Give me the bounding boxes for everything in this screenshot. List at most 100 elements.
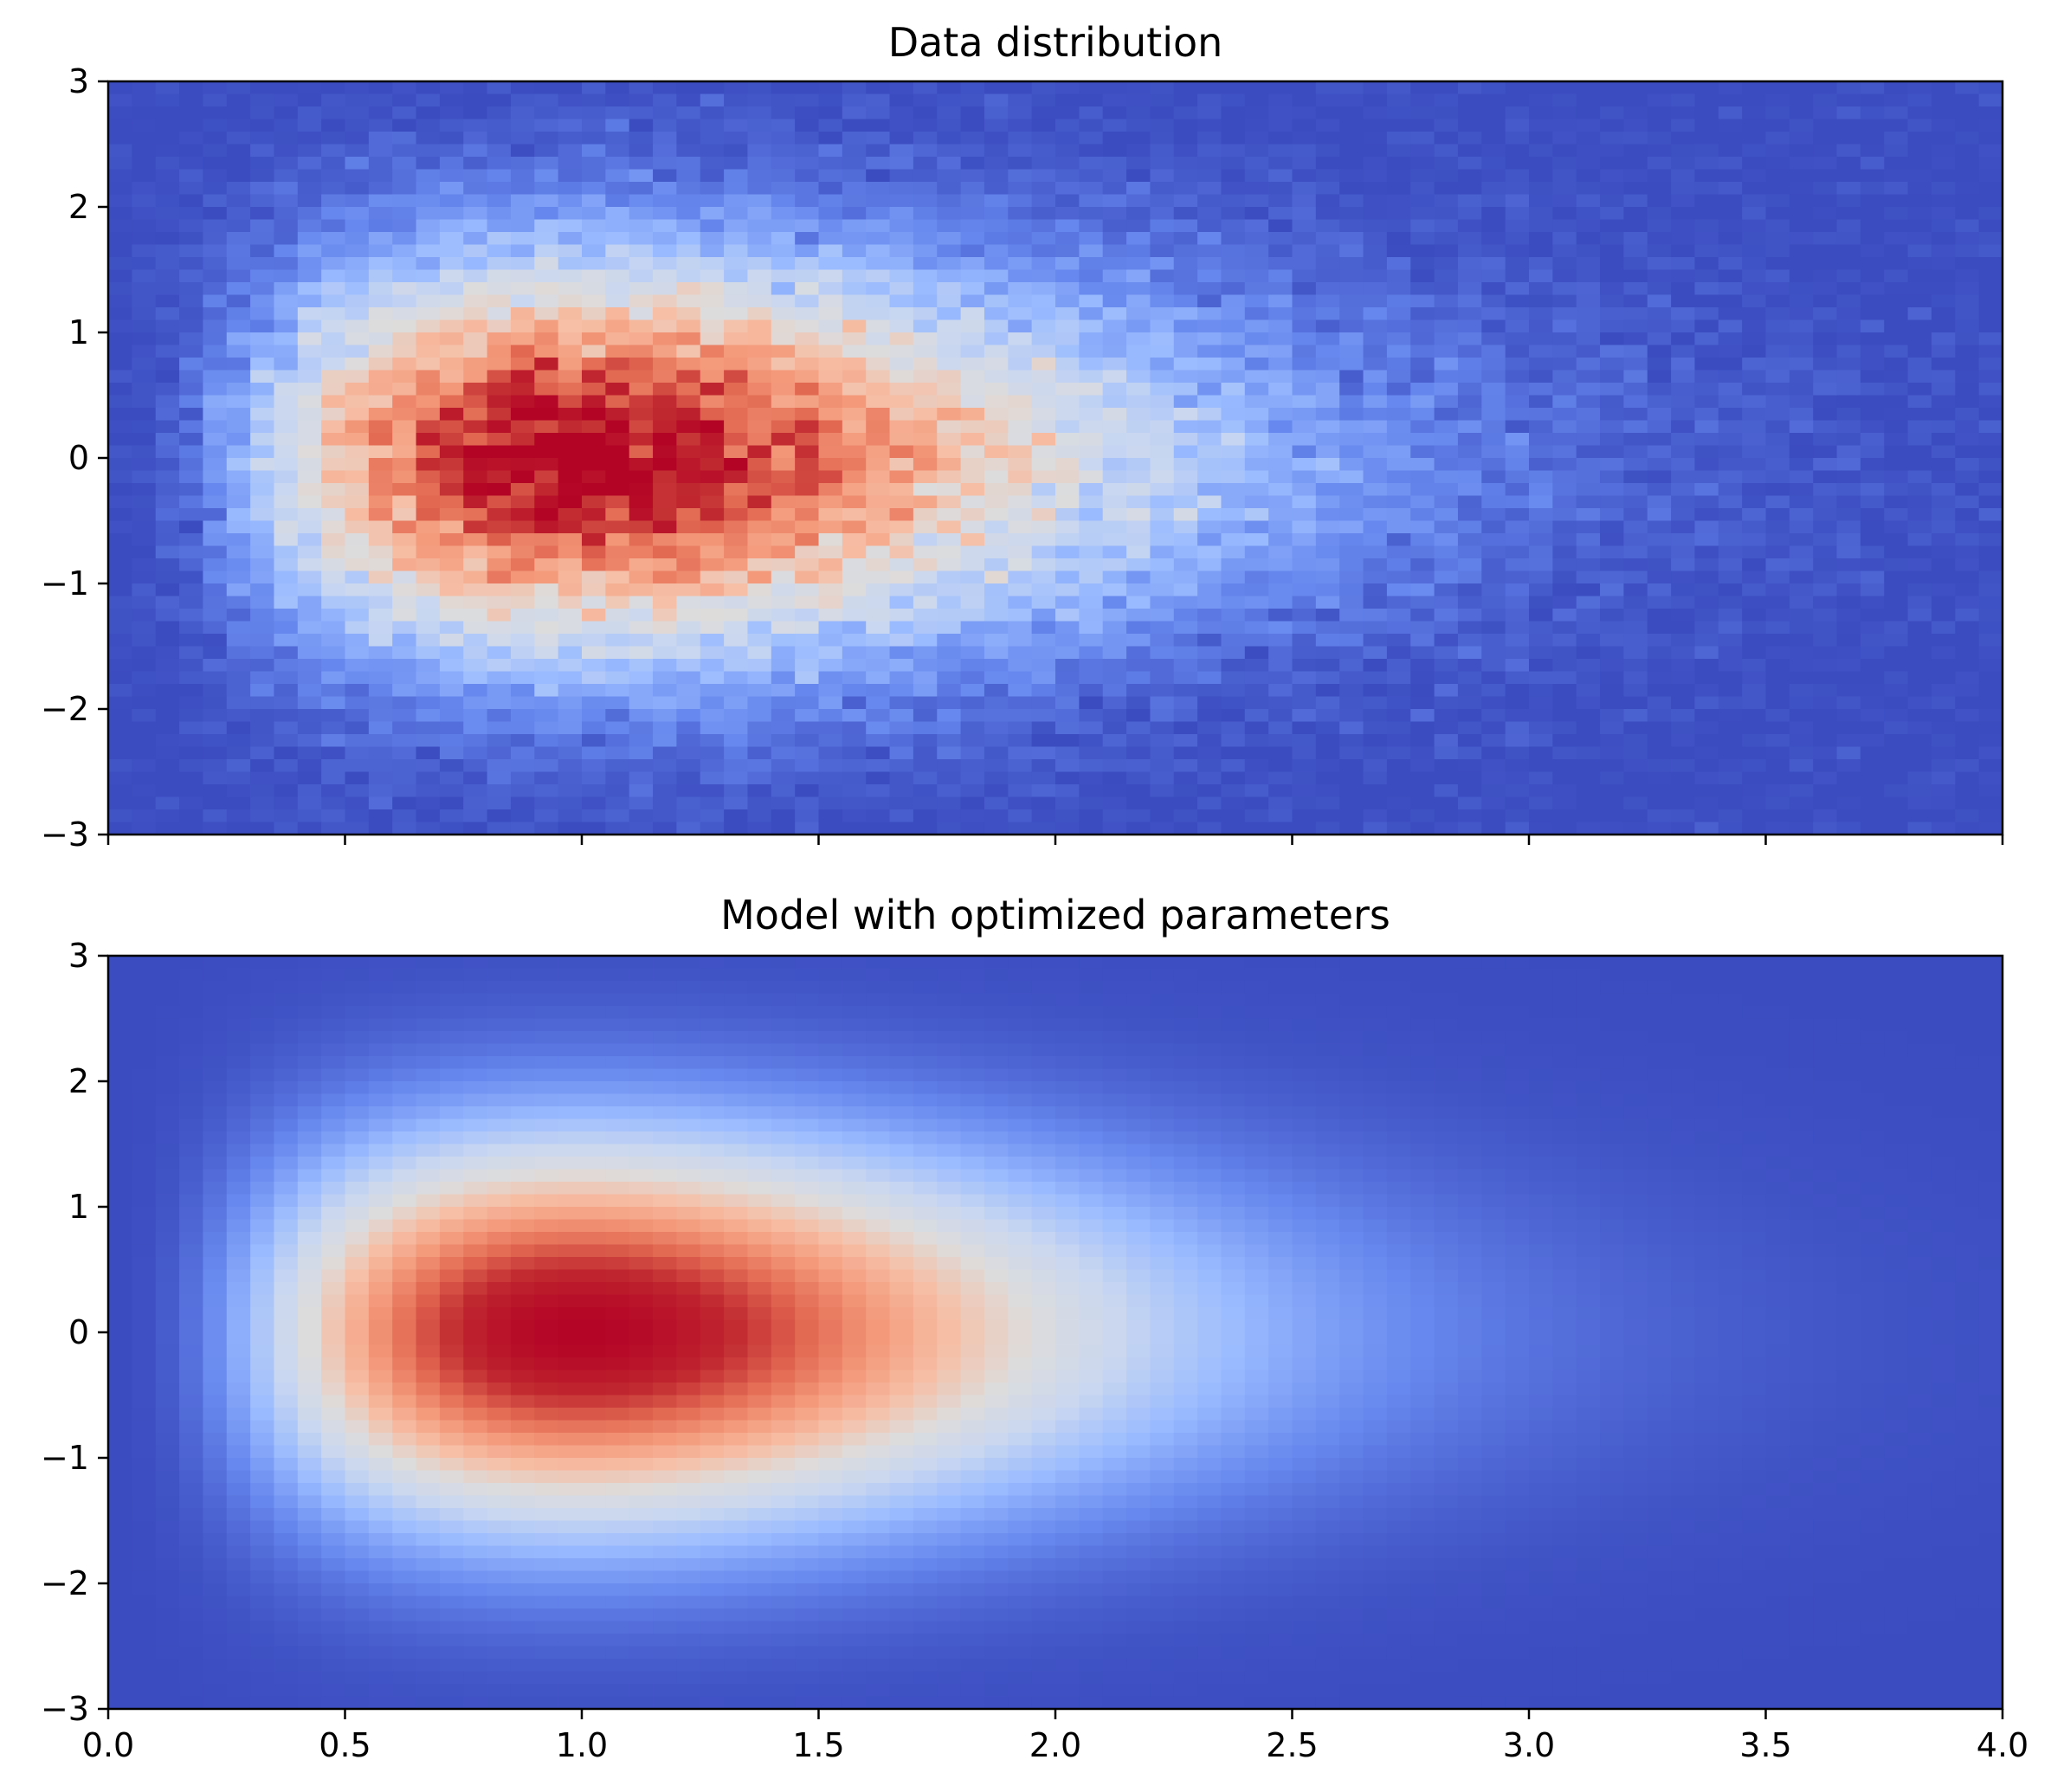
heatmap-cell: [1718, 194, 1743, 208]
heatmap-cell: [1671, 257, 1696, 271]
heatmap-cell: [889, 244, 914, 258]
heatmap-cell: [1623, 358, 1648, 371]
heatmap-cell: [155, 721, 180, 735]
heatmap-cell: [984, 759, 1009, 773]
heatmap-cell: [1363, 119, 1388, 132]
heatmap-cell: [1978, 759, 2003, 773]
heatmap-cell: [1600, 458, 1624, 472]
heatmap-cell: [747, 370, 772, 384]
heatmap-cell: [653, 809, 677, 823]
heatmap-cell: [1244, 520, 1269, 534]
heatmap-cell: [297, 144, 322, 158]
heatmap-cell: [1505, 182, 1530, 196]
heatmap-cell: [629, 370, 654, 384]
heatmap-cell: [1244, 395, 1269, 409]
heatmap-cell: [1647, 93, 1672, 107]
heatmap-cell: [297, 784, 322, 798]
heatmap-cell: [1221, 269, 1246, 283]
heatmap-cell: [439, 207, 464, 221]
heatmap-cell: [1576, 809, 1601, 823]
heatmap-cell: [1718, 609, 1743, 622]
heatmap-cell: [1978, 746, 2003, 760]
heatmap-cell: [1647, 796, 1672, 810]
heatmap-cell: [487, 433, 512, 447]
heatmap-cell: [132, 269, 157, 283]
heatmap-cell: [605, 370, 630, 384]
heatmap-cell: [1552, 106, 1577, 120]
heatmap-cell: [1197, 169, 1222, 183]
heatmap-cell: [392, 470, 417, 484]
heatmap-cell: [1765, 621, 1790, 635]
heatmap-cell: [984, 93, 1009, 107]
heatmap-cell: [1434, 696, 1459, 710]
heatmap-cell: [534, 81, 559, 95]
heatmap-cell: [1576, 395, 1601, 409]
heatmap-cell: [1647, 583, 1672, 597]
heatmap-cell: [842, 796, 867, 810]
heatmap-cell: [534, 370, 559, 384]
heatmap-cell: [1860, 294, 1885, 308]
heatmap-cell: [439, 822, 464, 835]
heatmap-cell: [1694, 596, 1719, 609]
heatmap-cell: [226, 119, 251, 132]
heatmap-cell: [1150, 420, 1175, 434]
heatmap-cell: [203, 257, 228, 271]
heatmap-cell: [1173, 570, 1198, 584]
heatmap-cell: [866, 370, 891, 384]
heatmap-cell: [1931, 583, 1956, 597]
heatmap-cell: [1529, 458, 1553, 472]
heatmap-cell: [1339, 132, 1364, 145]
heatmap-cell: [1529, 294, 1553, 308]
heatmap-cell: [1529, 207, 1553, 221]
heatmap-cell: [274, 219, 299, 233]
heatmap-cell: [1268, 345, 1293, 358]
heatmap-cell: [866, 470, 891, 484]
heatmap-cell: [795, 144, 820, 158]
heatmap-cell: [1031, 157, 1056, 171]
heatmap-cell: [771, 232, 796, 246]
heatmap-cell: [1552, 81, 1577, 95]
heatmap-cell: [1931, 257, 1956, 271]
heatmap-cell: [297, 508, 322, 522]
heatmap-cell: [1434, 445, 1459, 459]
heatmap-cell: [534, 520, 559, 534]
heatmap-cell: [1600, 671, 1624, 685]
heatmap-cell: [653, 709, 677, 723]
heatmap-cell: [1718, 408, 1743, 422]
heatmap-cell: [1694, 194, 1719, 208]
heatmap-cell: [1931, 721, 1956, 735]
heatmap-cell: [1931, 520, 1956, 534]
heatmap-cell: [1457, 634, 1482, 648]
heatmap-cell: [1150, 244, 1175, 258]
heatmap-cell: [1363, 721, 1388, 735]
heatmap-cell: [1457, 244, 1482, 258]
heatmap-cell: [1244, 609, 1269, 622]
heatmap-cell: [676, 696, 701, 710]
heatmap-cell: [1505, 533, 1530, 547]
heatmap-cell: [179, 157, 203, 171]
heatmap-cell: [274, 684, 299, 698]
heatmap-cell: [1055, 822, 1080, 835]
heatmap-cell: [416, 596, 441, 609]
heatmap-cell: [1008, 809, 1033, 823]
heatmap-cell: [1813, 370, 1838, 384]
heatmap-cell: [700, 194, 725, 208]
heatmap-cell: [1978, 207, 2003, 221]
heatmap-cell: [534, 759, 559, 773]
heatmap-cell: [368, 470, 393, 484]
heatmap-cell: [1907, 545, 1932, 559]
heatmap-cell: [463, 968, 488, 982]
heatmap-cell: [1955, 659, 1980, 673]
heatmap-cell: [1008, 257, 1033, 271]
heatmap-cell: [984, 207, 1009, 221]
heatmap-cell: [1457, 132, 1482, 145]
heatmap-cell: [558, 508, 583, 522]
heatmap-cell: [1055, 809, 1080, 823]
heatmap-cell: [1031, 445, 1056, 459]
heatmap-cell: [1363, 232, 1388, 246]
heatmap-cell: [937, 659, 962, 673]
heatmap-cell: [1978, 194, 2003, 208]
heatmap-cell: [1126, 696, 1151, 710]
heatmap-cell: [463, 106, 488, 120]
heatmap-cell: [1363, 93, 1388, 107]
